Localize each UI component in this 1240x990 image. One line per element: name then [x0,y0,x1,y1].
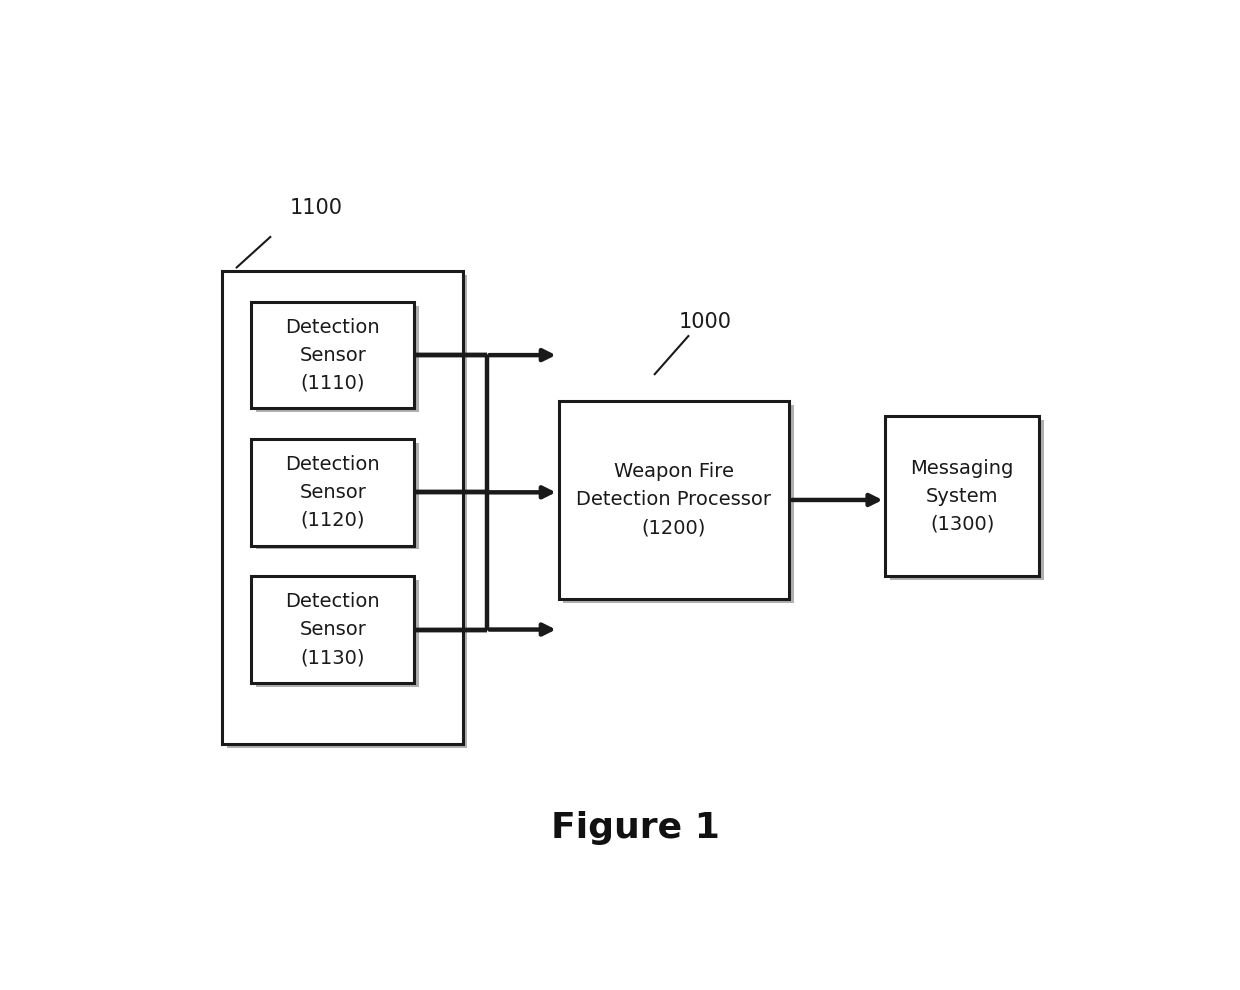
Text: 1000: 1000 [678,312,732,333]
Text: Detection
Sensor
(1120): Detection Sensor (1120) [285,454,381,530]
Bar [255,580,419,687]
Bar [890,420,1044,580]
Text: Detection
Sensor
(1130): Detection Sensor (1130) [285,592,381,667]
Bar [227,275,467,747]
Bar [250,439,414,545]
Text: Figure 1: Figure 1 [551,811,720,844]
Bar [222,271,463,743]
Text: Messaging
System
(1300): Messaging System (1300) [910,458,1014,534]
Bar [885,416,1039,576]
Text: Weapon Fire
Detection Processor
(1200): Weapon Fire Detection Processor (1200) [577,462,771,538]
Bar [250,302,414,409]
Bar [255,443,419,549]
Text: Detection
Sensor
(1110): Detection Sensor (1110) [285,318,381,393]
Bar [250,576,414,683]
Bar [558,401,789,599]
Bar [255,306,419,412]
Text: 1100: 1100 [290,198,342,218]
Bar [563,405,794,603]
